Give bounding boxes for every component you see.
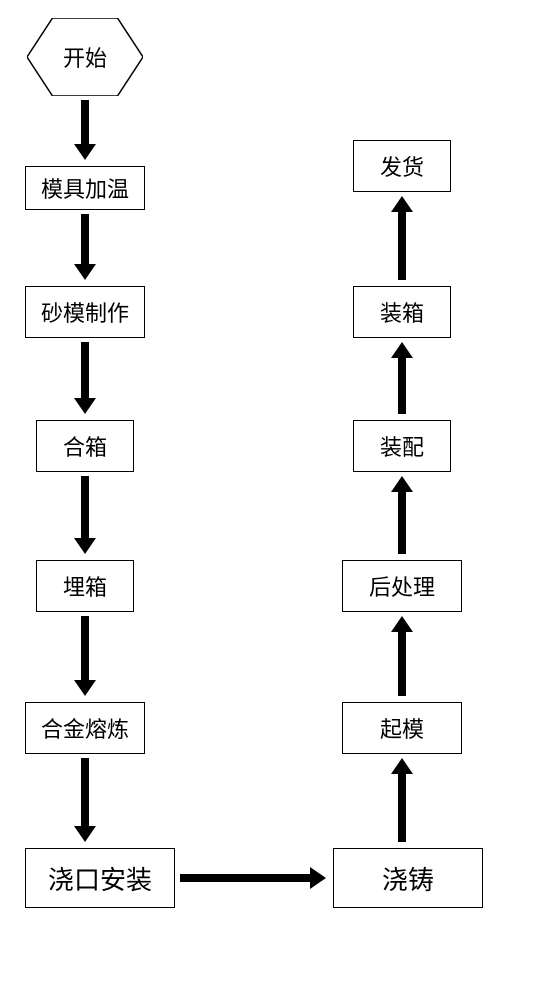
arrow-smelt-gate [74, 758, 96, 842]
node-heating: 模具加温 [25, 166, 145, 210]
node-label-ship: 发货 [380, 150, 424, 182]
arrow-start-heating [74, 100, 96, 160]
node-post: 后处理 [342, 560, 462, 612]
arrow-demold-post [391, 616, 413, 696]
node-casting: 浇铸 [333, 848, 483, 908]
node-packing: 装箱 [353, 286, 451, 338]
node-label-closebox: 合箱 [63, 430, 107, 462]
arrow-heating-sand [74, 214, 96, 280]
arrow-burybox-smelt [74, 616, 96, 696]
node-label-demold: 起模 [380, 712, 424, 744]
node-label-sand: 砂模制作 [41, 296, 129, 328]
arrow-packing-ship [391, 196, 413, 280]
arrow-sand-closebox [74, 342, 96, 414]
arrow-casting-demold [391, 758, 413, 842]
arrow-gate-casting [180, 867, 326, 889]
node-label-burybox: 埋箱 [63, 570, 107, 602]
node-ship: 发货 [353, 140, 451, 192]
node-sand: 砂模制作 [25, 286, 145, 338]
node-burybox: 埋箱 [36, 560, 134, 612]
node-smelt: 合金熔炼 [25, 702, 145, 754]
node-label-gate: 浇口安装 [48, 860, 152, 897]
node-label-post: 后处理 [369, 570, 435, 602]
node-start: 开始 [27, 18, 143, 96]
arrow-assemble-packing [391, 342, 413, 414]
arrow-post-assemble [391, 476, 413, 554]
node-label-smelt: 合金熔炼 [41, 712, 129, 744]
node-gate: 浇口安装 [25, 848, 175, 908]
node-closebox: 合箱 [36, 420, 134, 472]
node-demold: 起模 [342, 702, 462, 754]
node-label-start: 开始 [63, 41, 107, 73]
node-label-assemble: 装配 [380, 430, 424, 462]
node-label-packing: 装箱 [380, 296, 424, 328]
node-assemble: 装配 [353, 420, 451, 472]
arrow-closebox-burybox [74, 476, 96, 554]
flowchart-diagram: 开始模具加温砂模制作合箱埋箱合金熔炼浇口安装 浇铸 起模 后处理 装配 装箱 发货 [0, 0, 541, 1000]
node-label-casting: 浇铸 [382, 860, 434, 897]
node-label-heating: 模具加温 [41, 172, 129, 204]
